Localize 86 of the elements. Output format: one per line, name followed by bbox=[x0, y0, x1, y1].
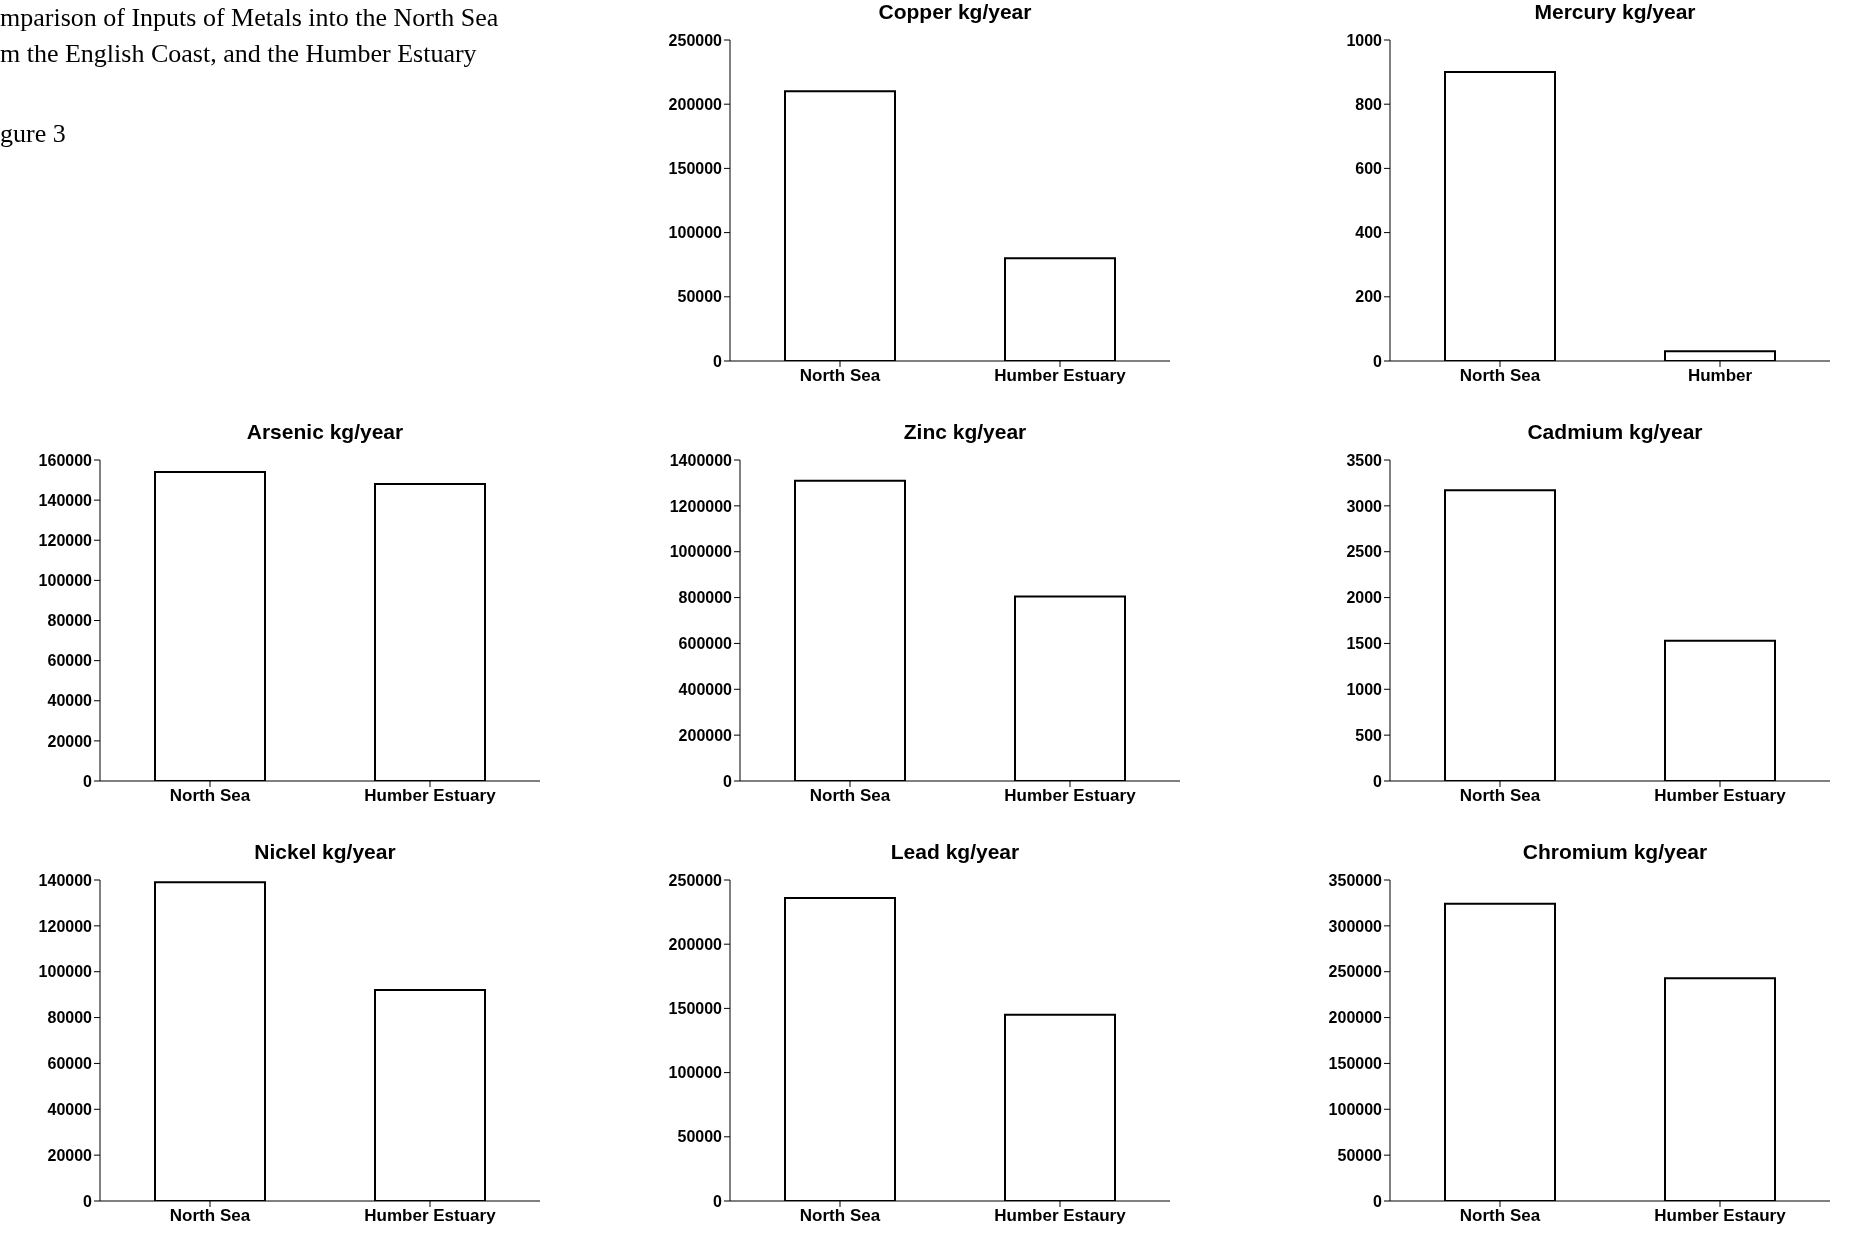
x-tick-label: North Sea bbox=[799, 366, 881, 386]
chart-title: Arsenic kg/year bbox=[245, 420, 405, 445]
x-tick-label: North Sea bbox=[1459, 786, 1541, 806]
y-tick-label: 200000 bbox=[678, 726, 733, 744]
y-tick-label: 0 bbox=[1373, 352, 1383, 370]
y-tick-label: 80000 bbox=[47, 1009, 93, 1027]
chart-title: Cadmium kg/year bbox=[1526, 420, 1704, 445]
y-tick-label: 0 bbox=[713, 352, 723, 370]
y-tick-label: 1400000 bbox=[669, 451, 733, 469]
y-tick-label: 60000 bbox=[47, 1055, 93, 1073]
x-tick-label: North Sea bbox=[1459, 1206, 1541, 1226]
chart-title: Chromium kg/year bbox=[1521, 840, 1709, 865]
x-tick-label: North Sea bbox=[169, 1206, 251, 1226]
chart-title: Copper kg/year bbox=[877, 0, 1033, 25]
chart-title: Nickel kg/year bbox=[253, 840, 397, 865]
chart-title: Lead kg/year bbox=[889, 840, 1021, 865]
y-tick-label: 1500 bbox=[1346, 635, 1383, 653]
y-tick-label: 40000 bbox=[47, 692, 93, 710]
y-tick-label: 50000 bbox=[1337, 1146, 1383, 1164]
x-tick-label: Humber Estuary bbox=[1654, 786, 1787, 806]
y-tick-label: 350000 bbox=[1328, 871, 1383, 889]
x-tick-label: Humber bbox=[1687, 366, 1753, 386]
text: mparison of Inputs of Metals into the North Sea bbox=[0, 2, 499, 34]
y-tick-label: 60000 bbox=[47, 652, 93, 670]
y-tick-label: 160000 bbox=[38, 451, 93, 469]
y-tick-label: 200 bbox=[1355, 288, 1383, 306]
y-tick-label: 1000000 bbox=[669, 543, 733, 561]
y-tick-label: 200000 bbox=[668, 95, 723, 113]
y-tick-label: 300000 bbox=[1328, 917, 1383, 935]
x-tick-label: Humber Estuary bbox=[1004, 786, 1137, 806]
x-tick-label: Humber Estaury bbox=[1654, 1206, 1787, 1226]
y-tick-label: 120000 bbox=[38, 531, 93, 549]
y-tick-label: 50000 bbox=[677, 288, 723, 306]
y-tick-label: 250000 bbox=[1328, 963, 1383, 981]
y-tick-label: 1000 bbox=[1346, 680, 1383, 698]
y-tick-label: 800 bbox=[1355, 95, 1383, 113]
y-tick-label: 0 bbox=[1373, 1192, 1383, 1210]
y-tick-label: 400 bbox=[1355, 224, 1383, 242]
y-tick-label: 1200000 bbox=[669, 497, 733, 515]
x-tick-label: Humber Estuary bbox=[364, 1206, 497, 1226]
y-tick-label: 120000 bbox=[38, 917, 93, 935]
y-tick-label: 1000 bbox=[1346, 31, 1383, 49]
y-tick-label: 0 bbox=[713, 1192, 723, 1210]
text: gure 3 bbox=[0, 118, 67, 150]
y-tick-label: 150000 bbox=[1328, 1055, 1383, 1073]
y-tick-label: 140000 bbox=[38, 871, 93, 889]
y-tick-label: 0 bbox=[83, 772, 93, 790]
y-tick-label: 100000 bbox=[668, 1064, 723, 1082]
y-tick-label: 50000 bbox=[677, 1128, 723, 1146]
x-tick-label: North Sea bbox=[809, 786, 891, 806]
x-tick-label: Humber Estaury bbox=[994, 1206, 1127, 1226]
y-tick-label: 250000 bbox=[668, 31, 723, 49]
y-tick-label: 400000 bbox=[678, 680, 733, 698]
y-tick-label: 800000 bbox=[678, 589, 733, 607]
x-tick-label: Humber Estuary bbox=[364, 786, 497, 806]
y-tick-label: 100000 bbox=[1328, 1100, 1383, 1118]
y-tick-label: 20000 bbox=[47, 1146, 93, 1164]
y-tick-label: 600000 bbox=[678, 635, 733, 653]
y-tick-label: 140000 bbox=[38, 491, 93, 509]
y-tick-label: 150000 bbox=[668, 160, 723, 178]
x-tick-label: North Sea bbox=[1459, 366, 1541, 386]
chart-title: Zinc kg/year bbox=[902, 420, 1028, 445]
y-tick-label: 2000 bbox=[1346, 589, 1383, 607]
y-tick-label: 3000 bbox=[1346, 497, 1383, 515]
y-tick-label: 80000 bbox=[47, 612, 93, 630]
y-tick-label: 40000 bbox=[47, 1100, 93, 1118]
x-tick-label: Humber Estuary bbox=[994, 366, 1127, 386]
y-tick-label: 0 bbox=[723, 772, 733, 790]
y-tick-label: 150000 bbox=[668, 1000, 723, 1018]
y-tick-label: 250000 bbox=[668, 871, 723, 889]
y-tick-label: 3500 bbox=[1346, 451, 1383, 469]
y-tick-label: 100000 bbox=[38, 963, 93, 981]
y-tick-label: 2500 bbox=[1346, 543, 1383, 561]
y-tick-label: 100000 bbox=[668, 224, 723, 242]
y-tick-label: 200000 bbox=[1328, 1009, 1383, 1027]
x-tick-label: North Sea bbox=[799, 1206, 881, 1226]
y-tick-label: 600 bbox=[1355, 160, 1383, 178]
y-tick-label: 0 bbox=[1373, 772, 1383, 790]
y-tick-label: 100000 bbox=[38, 572, 93, 590]
y-tick-label: 200000 bbox=[668, 935, 723, 953]
x-tick-label: North Sea bbox=[169, 786, 251, 806]
y-tick-label: 500 bbox=[1355, 726, 1383, 744]
y-tick-label: 0 bbox=[83, 1192, 93, 1210]
text: m the English Coast, and the Humber Estuary bbox=[0, 38, 478, 70]
chart-title: Mercury kg/year bbox=[1533, 0, 1697, 25]
y-tick-label: 20000 bbox=[47, 732, 93, 750]
